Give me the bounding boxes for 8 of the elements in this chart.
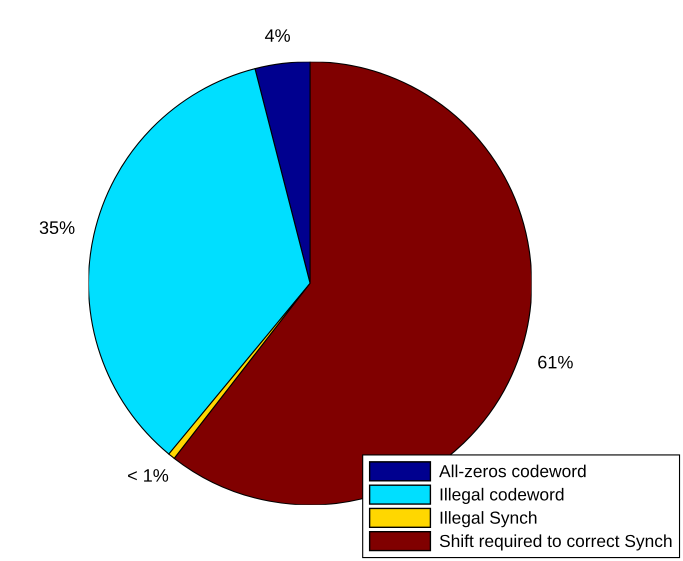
data-label: 61% — [538, 356, 573, 369]
legend-label: Illegal codeword — [440, 488, 564, 504]
legend-label: All-zeros codeword — [439, 464, 586, 478]
data-label: < 1% — [128, 469, 168, 482]
data-label: 35% — [40, 221, 74, 234]
data-label: 4% — [264, 29, 290, 42]
legend-label: Shift required to correct Synch — [440, 534, 672, 551]
legend-label: Illegal Synch — [440, 511, 536, 528]
